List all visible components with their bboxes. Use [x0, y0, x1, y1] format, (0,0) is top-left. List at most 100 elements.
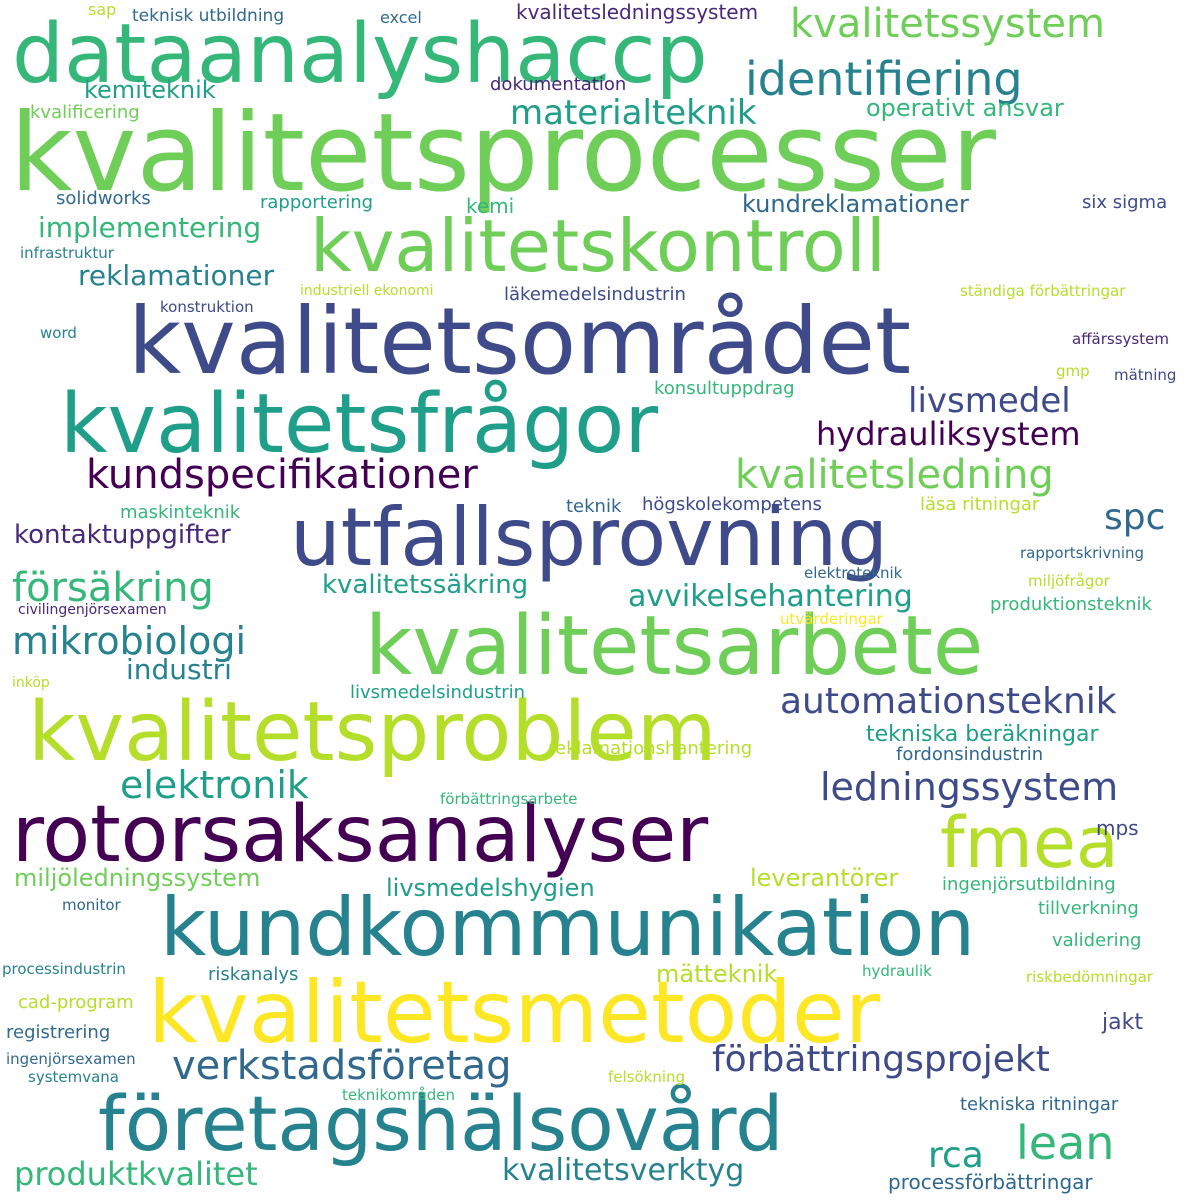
word-rapportskrivning: rapportskrivning — [1020, 544, 1145, 562]
word-word: word — [40, 324, 77, 342]
word-kvalitetsprocesser: kvalitetsprocesser — [10, 91, 996, 216]
word-infrastruktur: infrastruktur — [20, 244, 114, 262]
word-konstruktion: konstruktion — [160, 298, 254, 316]
word-kvalitetskontroll: kvalitetskontroll — [310, 204, 886, 288]
word-riskanalys: riskanalys — [208, 964, 299, 985]
word-forbattringsarbete: förbättringsarbete — [440, 790, 578, 808]
word-spc: spc — [1104, 497, 1166, 538]
word-mikrobiologi: mikrobiologi — [12, 619, 247, 663]
word-kvalitetsverktyg: kvalitetsverktyg — [502, 1153, 745, 1188]
word-kvalitetsmetoder: kvalitetsmetoder — [148, 963, 881, 1063]
word-forbattringsprojekt: förbättringsprojekt — [712, 1039, 1050, 1080]
word-fmea: fmea — [940, 802, 1119, 884]
word-utfallsprovning: utfallsprovning — [290, 491, 889, 584]
word-kundspecifikationer: kundspecifikationer — [86, 452, 478, 498]
word-hydrauliksystem: hydrauliksystem — [816, 415, 1081, 453]
word-leverantorer: leverantörer — [750, 864, 899, 892]
word-lakemedelsindustrin: läkemedelsindustrin — [504, 284, 686, 305]
word-automationsteknik: automationsteknik — [780, 681, 1117, 722]
word-felsokning: felsökning — [608, 1068, 686, 1086]
word-implementering: implementering — [38, 211, 262, 244]
word-operativt-ansvar: operativt ansvar — [866, 94, 1064, 122]
word-livsmedelshygien: livsmedelshygien — [386, 874, 595, 902]
word-kontaktuppgifter: kontaktuppgifter — [14, 520, 231, 550]
word-reklamationshantering: reklamationshantering — [548, 738, 753, 759]
word-matning: mätning — [1114, 366, 1177, 384]
word-miljofragor: miljöfrågor — [1028, 572, 1110, 590]
word-teknik: teknik — [566, 496, 622, 517]
word-ingenjorsutbildning: ingenjörsutbildning — [942, 874, 1116, 895]
word-industriell-ekonomi: industriell ekonomi — [300, 283, 434, 299]
word-tekniska-ritningar: tekniska ritningar — [960, 1094, 1119, 1115]
word-mps: mps — [1096, 816, 1139, 840]
word-tillverkning: tillverkning — [1038, 898, 1139, 919]
word-lasa-ritningar: läsa ritningar — [920, 494, 1040, 515]
word-systemvana: systemvana — [28, 1068, 119, 1086]
word-excel: excel — [380, 8, 422, 27]
word-kvalitetssakring: kvalitetssäkring — [322, 570, 529, 600]
word-kvalitetsledningssystem: kvalitetsledningssystem — [516, 0, 759, 24]
word-materialteknik: materialteknik — [510, 93, 757, 133]
word-rca: rca — [928, 1135, 984, 1176]
word-kvalitetsfragor: kvalitetsfrågor — [60, 377, 659, 472]
word-tekniska-berakningar: tekniska beräkningar — [866, 722, 1099, 747]
word-sap: sap — [88, 0, 117, 19]
word-affarssystem: affärssystem — [1072, 330, 1169, 348]
word-standiga-forbattringar: ständiga förbättringar — [960, 282, 1126, 300]
word-monitor: monitor — [62, 896, 121, 914]
word-produktkvalitet: produktkvalitet — [14, 1155, 258, 1193]
word-ingenjorsexamen: ingenjörsexamen — [6, 1050, 136, 1068]
word-teknikomraden: teknikområden — [342, 1086, 456, 1104]
word-konsultuppdrag: konsultuppdrag — [654, 378, 795, 399]
word-rapportering: rapportering — [260, 192, 374, 213]
word-dataanalyshaccp: dataanalyshaccp — [12, 7, 708, 102]
word-maskinteknik: maskinteknik — [120, 502, 241, 523]
word-produktionsteknik: produktionsteknik — [990, 594, 1152, 615]
word-kemi: kemi — [466, 194, 515, 218]
word-teknisk-utbildning: teknisk utbildning — [132, 6, 285, 26]
word-reklamationer: reklamationer — [78, 259, 275, 292]
word-miljoledningssystem: miljöledningssystem — [14, 864, 261, 892]
word-kvalitetsomradet: kvalitetsområdet — [128, 288, 912, 395]
word-kvalitetsledning: kvalitetsledning — [735, 452, 1054, 498]
word-elektronik: elektronik — [120, 763, 309, 807]
word-verkstadsforetag: verkstadsföretag — [172, 1043, 512, 1089]
word-jakt: jakt — [1102, 1010, 1143, 1035]
word-riskbedomningar: riskbedömningar — [1026, 968, 1153, 986]
word-matteknik: mätteknik — [656, 960, 778, 988]
word-avvikelsehantering: avvikelsehantering — [628, 579, 913, 614]
word-ledningssystem: ledningssystem — [820, 765, 1119, 809]
word-rotorsaksanalyser: rotorsaksanalyser — [12, 790, 709, 880]
word-solidworks: solidworks — [56, 188, 151, 209]
word-processindustrin: processindustrin — [2, 960, 126, 978]
word-civilingenjorsexamen: civilingenjörsexamen — [18, 602, 167, 618]
word-livsmedel: livsmedel — [908, 381, 1071, 421]
word-lean: lean — [1016, 1116, 1115, 1170]
word-fordonsindustrin: fordonsindustrin — [896, 744, 1044, 765]
word-elektroteknik: elektroteknik — [804, 564, 903, 582]
word-forsakring: försäkring — [12, 565, 214, 611]
word-kundreklamationer: kundreklamationer — [742, 190, 969, 218]
word-livsmedelsindustrin: livsmedelsindustrin — [350, 682, 526, 703]
word-six-sigma: six sigma — [1082, 192, 1168, 213]
word-kundkommunikation: kundkommunikation — [160, 881, 976, 974]
word-utvarderingar: utvärderingar — [780, 610, 883, 628]
word-identifiering: identifiering — [745, 52, 1023, 106]
word-foretagshalsovard: företagshälsovård — [98, 1079, 784, 1168]
word-kvalitetsarbete: kvalitetsarbete — [365, 599, 984, 694]
word-hydraulik: hydraulik — [862, 962, 932, 980]
word-gmp: gmp — [1056, 362, 1090, 380]
word-kvalitetssystem: kvalitetssystem — [790, 1, 1105, 47]
word-hogskolekompetens: högskolekompetens — [642, 494, 822, 515]
word-cad-program: cad-program — [18, 992, 134, 1013]
word-kemiteknik: kemiteknik — [84, 76, 216, 104]
word-registrering: registrering — [6, 1022, 111, 1043]
word-industri: industri — [126, 653, 232, 686]
word-kvalitetsproblem: kvalitetsproblem — [28, 685, 717, 780]
word-kvalificering: kvalificering — [30, 102, 140, 123]
word-processforbattringar: processförbättringar — [888, 1170, 1093, 1194]
word-inkop: inköp — [12, 675, 50, 691]
word-validering: validering — [1052, 930, 1142, 951]
word-dokumentation: dokumentation — [490, 74, 627, 95]
